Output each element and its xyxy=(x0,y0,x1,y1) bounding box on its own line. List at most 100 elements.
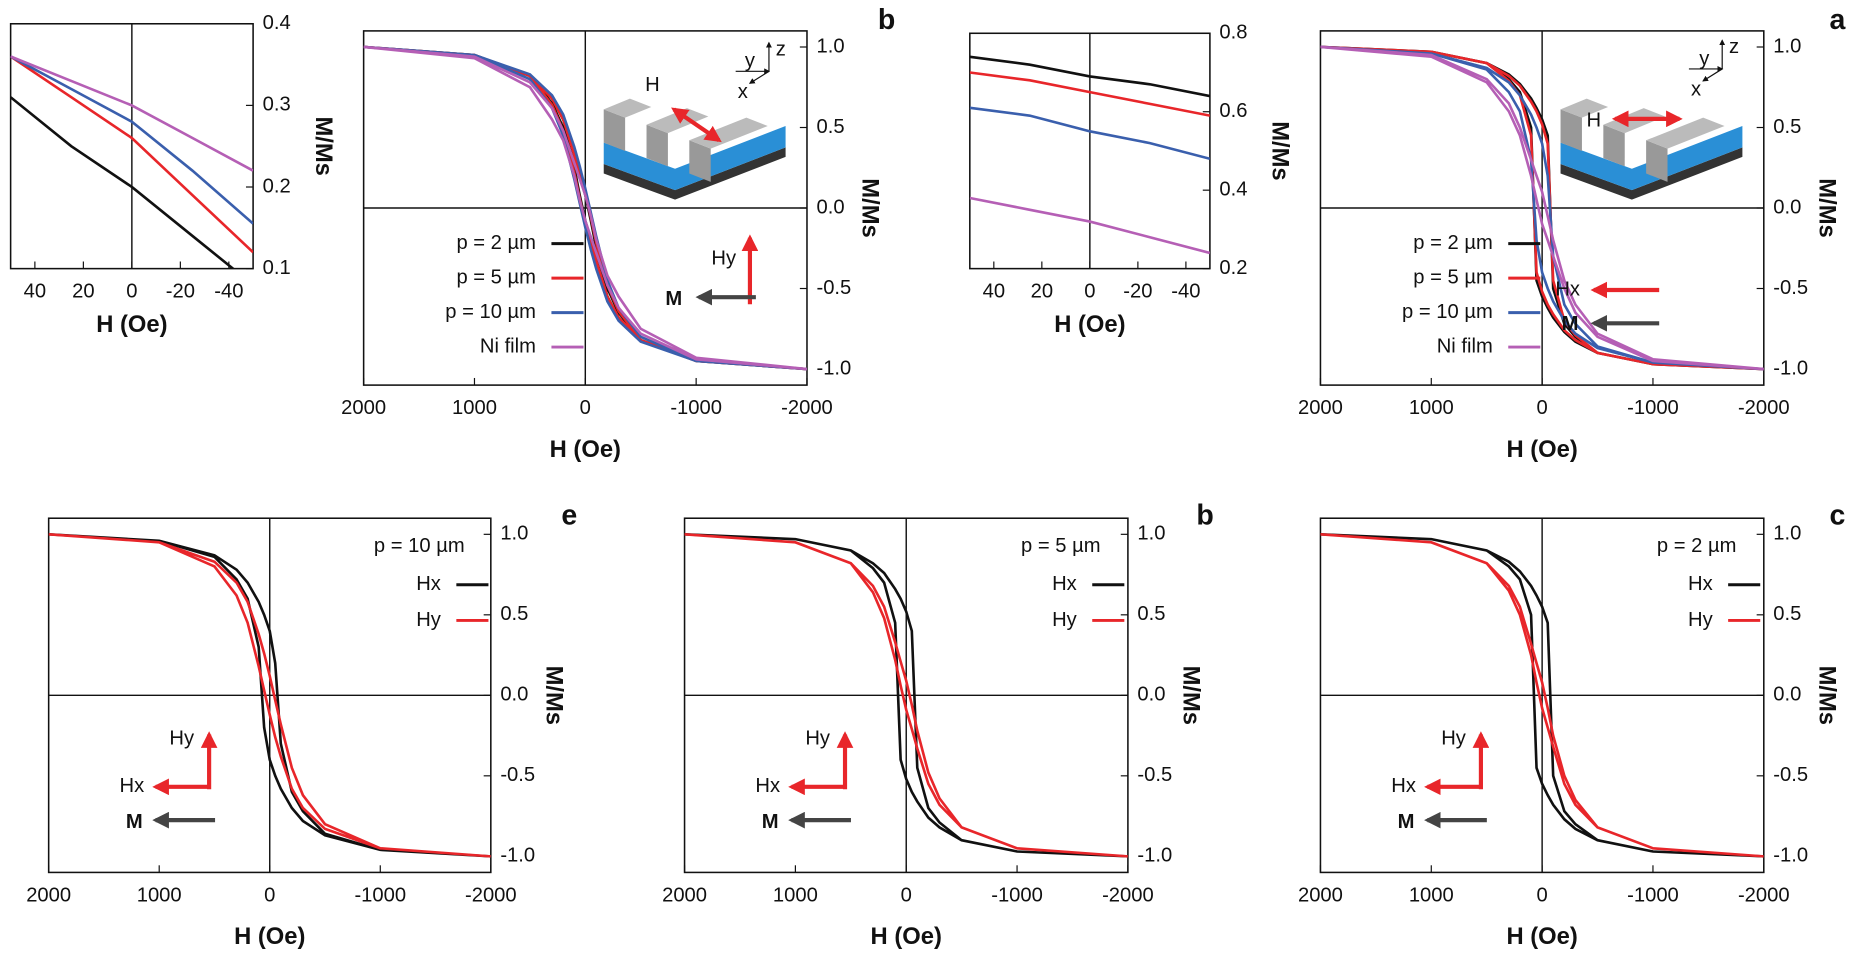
y-tick-label: 1.0 xyxy=(500,523,528,545)
x-tick-label: 2000 xyxy=(341,397,386,419)
x-axis-label: H (Oe) xyxy=(96,311,167,338)
legend-title: p = 2 µm xyxy=(1657,535,1737,557)
panel-label: b xyxy=(1196,500,1213,532)
y-tick-label: 1.0 xyxy=(1773,523,1801,545)
panel: 2000 1000 0 -1000 -2000 1.0 0.5 0.0 -0.5 -1.0 H (O… xyxy=(1298,4,1847,463)
legend-label: Hx xyxy=(1052,573,1077,595)
y-tick-label: 0.5 xyxy=(816,116,844,138)
annotation: M xyxy=(1562,313,1579,335)
legend-label: Hy xyxy=(1052,609,1078,631)
y-tick-label: 0.0 xyxy=(1773,196,1801,218)
legend-label: Ni film xyxy=(1437,335,1493,357)
y-tick-label: 0.0 xyxy=(500,684,528,706)
y-tick-label: 0.4 xyxy=(1219,179,1247,201)
y-axis-label: M/Ms xyxy=(857,178,884,237)
y-tick-label: -1.0 xyxy=(1773,357,1808,379)
annotation: Hx xyxy=(120,775,145,797)
legend-label: Ni film xyxy=(480,335,536,357)
x-tick-label: 1000 xyxy=(137,885,182,907)
y-tick-label: 0.5 xyxy=(1773,603,1801,625)
annotation: M xyxy=(126,811,143,833)
x-tick-label: 20 xyxy=(72,281,94,303)
annotation: Hx xyxy=(1391,775,1416,797)
data-line xyxy=(1320,45,1764,371)
y-tick-label: 0.5 xyxy=(500,603,528,625)
y-tick-label: 0.2 xyxy=(1219,257,1247,279)
annotation: M xyxy=(762,811,779,833)
x-tick-label: 0 xyxy=(1084,281,1095,303)
x-tick-label: 2000 xyxy=(26,885,71,907)
x-tick-label: 0 xyxy=(580,397,591,419)
panel: 40 20 0 -20 -40 0.8 0.6 0.4 0.2 H (Oe) M/Ms xyxy=(969,22,1294,338)
panel: 2000 1000 0 -1000 -2000 1.0 0.5 0.0 -0.5 -1.0 H (O… xyxy=(341,4,895,463)
x-tick-label: -2000 xyxy=(1738,885,1790,907)
data-line xyxy=(10,55,254,172)
panel: 2000 1000 0 -1000 -2000 1.0 0.5 0.0 -0.5 -1.0 H (O… xyxy=(1298,500,1846,951)
data-line xyxy=(969,196,1210,255)
data-line xyxy=(363,45,807,371)
x-tick-label: -20 xyxy=(1123,281,1152,303)
x-tick-label: -1000 xyxy=(670,397,722,419)
x-tick-label: 1000 xyxy=(773,885,818,907)
annotation: Hy xyxy=(711,247,737,269)
data-line xyxy=(48,532,491,858)
data-line xyxy=(10,96,236,269)
data-line xyxy=(1320,532,1764,858)
legend-label: Hy xyxy=(416,609,442,631)
legend-label: Hy xyxy=(1688,609,1714,631)
annotation: Hx xyxy=(1555,278,1580,300)
x-tick-label: 40 xyxy=(24,281,46,303)
x-axis-label: H (Oe) xyxy=(1054,311,1125,338)
panel: 2000 1000 0 -1000 -2000 1.0 0.5 0.0 -0.5 -1.0 H (O… xyxy=(662,500,1214,951)
x-axis-label: H (Oe) xyxy=(1506,436,1577,463)
x-tick-label: 1000 xyxy=(1409,885,1454,907)
x-tick-label: -1000 xyxy=(991,885,1043,907)
annotation: y xyxy=(1699,48,1710,70)
x-tick-label: 2000 xyxy=(1298,885,1343,907)
panel: 2000 1000 0 -1000 -2000 1.0 0.5 0.0 -0.5 -1.0 H (O… xyxy=(26,500,577,951)
legend-label: p = 5 µm xyxy=(456,266,536,288)
data-line xyxy=(1320,45,1764,371)
x-tick-label: 20 xyxy=(1031,281,1053,303)
data-line xyxy=(1320,532,1764,858)
annotation: M xyxy=(665,288,682,310)
annotation: z xyxy=(1729,36,1739,58)
x-tick-label: -20 xyxy=(166,281,195,303)
data-line xyxy=(10,55,254,254)
x-tick-label: 1000 xyxy=(452,397,497,419)
data-line xyxy=(1320,45,1764,371)
x-tick-label: -40 xyxy=(214,281,243,303)
data-line xyxy=(363,45,807,371)
x-axis-label: H (Oe) xyxy=(550,436,621,463)
arrow xyxy=(671,107,722,143)
data-line xyxy=(684,532,1128,858)
legend-title: p = 5 µm xyxy=(1021,535,1101,557)
legend-title: p = 10 µm xyxy=(374,535,465,557)
annotation: Hy xyxy=(169,728,195,750)
x-tick-label: 2000 xyxy=(662,885,707,907)
y-tick-label: -1.0 xyxy=(1137,845,1172,867)
y-axis-label: M/Ms xyxy=(1813,666,1840,725)
data-line xyxy=(969,55,1210,98)
y-tick-label: 0.4 xyxy=(263,12,291,34)
y-axis-label: M/Ms xyxy=(1813,178,1840,237)
panel-label: e xyxy=(561,500,577,532)
legend-label: Hx xyxy=(1688,573,1713,595)
legend-label: p = 5 µm xyxy=(1413,266,1493,288)
panel: 40 20 0 -20 -40 0.4 0.3 0.2 0.1 H (Oe) M/Ms xyxy=(9,12,337,338)
y-tick-label: -0.5 xyxy=(500,764,535,786)
y-tick-label: 1.0 xyxy=(1137,523,1165,545)
panel-label: b xyxy=(878,4,895,36)
annotation: Hx xyxy=(755,775,780,797)
y-tick-label: 0.0 xyxy=(1137,684,1165,706)
y-tick-label: 0.5 xyxy=(1773,116,1801,138)
x-tick-label: -2000 xyxy=(1738,397,1790,419)
y-tick-label: 0.2 xyxy=(263,175,291,197)
y-axis-label: M/Ms xyxy=(1177,666,1204,725)
panel-label: a xyxy=(1830,4,1847,36)
x-tick-label: 1000 xyxy=(1409,397,1454,419)
annotation: z xyxy=(776,38,786,60)
x-tick-label: 0 xyxy=(1537,397,1548,419)
annotation: H xyxy=(1587,110,1602,132)
